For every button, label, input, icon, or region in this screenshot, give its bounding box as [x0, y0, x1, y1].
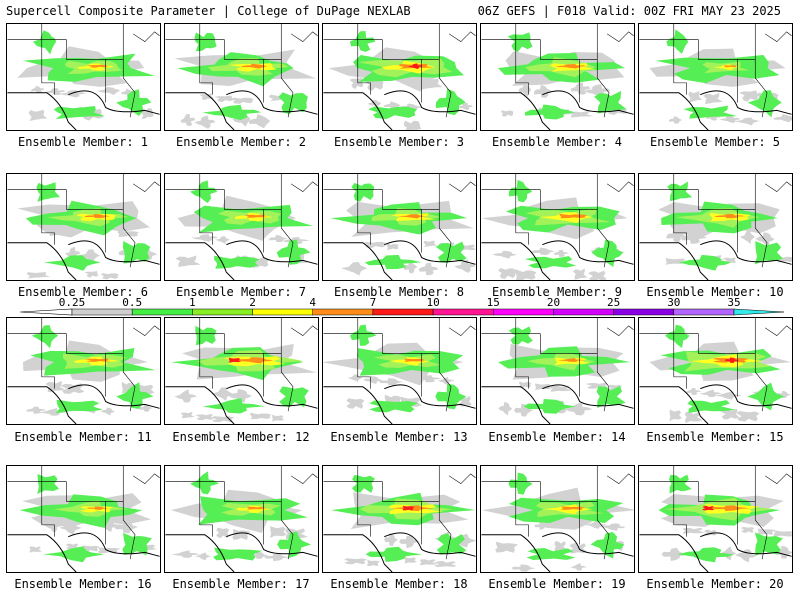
scp-field-map	[481, 466, 634, 572]
legend-swatch	[733, 308, 785, 316]
ensemble-member-map	[638, 465, 793, 573]
ensemble-member-map	[164, 23, 319, 131]
legend-tick-label: 4	[309, 296, 316, 309]
legend-swatch	[192, 308, 253, 316]
ensemble-member-label: Ensemble Member: 16	[14, 577, 152, 591]
color-legend: 0.25 0.5 1 2 4 7 10 15 20 25 30 35	[19, 296, 785, 316]
scp-field-map	[639, 466, 792, 572]
scp-field-map	[481, 174, 634, 280]
ensemble-member-map	[322, 317, 477, 425]
ensemble-member-map	[638, 317, 793, 425]
scp-field-map	[323, 174, 476, 280]
legend-tick-label: 10	[426, 296, 439, 309]
ensemble-member-label: Ensemble Member: 9	[491, 285, 623, 299]
ensemble-member-label: Ensemble Member: 10	[646, 285, 784, 299]
ensemble-member-label: Ensemble Member: 18	[330, 577, 468, 591]
ensemble-member-label: Ensemble Member: 8	[333, 285, 465, 299]
scp-field-map	[165, 466, 318, 572]
scp-field-map	[7, 24, 160, 130]
legend-tick-label: 2	[249, 296, 256, 309]
ensemble-member-label: Ensemble Member: 13	[330, 430, 468, 444]
ensemble-member-map	[480, 465, 635, 573]
ensemble-member-map	[6, 465, 161, 573]
ensemble-member-map	[480, 173, 635, 281]
legend-swatch	[673, 308, 735, 316]
scp-field-map	[165, 24, 318, 130]
legend-tick-label: 35	[727, 296, 740, 309]
legend-swatch	[613, 308, 675, 316]
ensemble-member-map	[6, 317, 161, 425]
ensemble-member-map	[322, 465, 477, 573]
ensemble-member-map	[6, 173, 161, 281]
ensemble-member-label: Ensemble Member: 4	[491, 135, 623, 149]
ensemble-member-label: Ensemble Member: 5	[649, 135, 781, 149]
ensemble-member-map	[638, 173, 793, 281]
ensemble-member-map	[480, 23, 635, 131]
legend-swatch	[252, 308, 313, 316]
legend-tick-label: 7	[370, 296, 377, 309]
legend-swatch	[131, 308, 193, 316]
legend-swatch	[493, 308, 554, 316]
scp-field-map	[323, 318, 476, 424]
scp-field-map	[165, 318, 318, 424]
ensemble-member-label: Ensemble Member: 1	[17, 135, 149, 149]
legend-tick-label: 25	[607, 296, 620, 309]
legend-swatch	[71, 308, 133, 316]
legend-tick-label: 30	[667, 296, 680, 309]
ensemble-member-label: Ensemble Member: 7	[175, 285, 307, 299]
scp-field-map	[165, 174, 318, 280]
ensemble-member-label: Ensemble Member: 12	[172, 430, 310, 444]
legend-swatch	[553, 308, 614, 316]
ensemble-member-map	[638, 23, 793, 131]
legend-swatch	[432, 308, 494, 316]
ensemble-member-label: Ensemble Member: 3	[333, 135, 465, 149]
ensemble-member-map	[164, 465, 319, 573]
scp-field-map	[7, 466, 160, 572]
scp-field-map	[323, 466, 476, 572]
scp-field-map	[639, 24, 792, 130]
header-title-left: Supercell Composite Parameter | College …	[6, 4, 411, 18]
ensemble-member-map	[322, 173, 477, 281]
ensemble-member-map	[480, 317, 635, 425]
ensemble-member-label: Ensemble Member: 20	[646, 577, 784, 591]
scp-field-map	[7, 174, 160, 280]
legend-tick-label: 1	[189, 296, 196, 309]
legend-swatch	[372, 308, 434, 316]
legend-tick-label: 20	[547, 296, 560, 309]
scp-field-map	[639, 318, 792, 424]
ensemble-member-label: Ensemble Member: 11	[14, 430, 152, 444]
legend-tick-label: 0.25	[59, 296, 86, 309]
scp-field-map	[481, 24, 634, 130]
ensemble-member-label: Ensemble Member: 2	[175, 135, 307, 149]
ensemble-member-map	[164, 173, 319, 281]
ensemble-member-label: Ensemble Member: 15	[646, 430, 784, 444]
legend-swatch	[312, 308, 374, 316]
scp-field-map	[481, 318, 634, 424]
legend-tick-label: 0.5	[122, 296, 142, 309]
scp-field-map	[7, 318, 160, 424]
legend-arrow-left	[19, 308, 73, 316]
legend-tick-label: 15	[487, 296, 500, 309]
ensemble-member-map	[164, 317, 319, 425]
ensemble-member-map	[6, 23, 161, 131]
ensemble-member-map	[322, 23, 477, 131]
ensemble-member-label: Ensemble Member: 19	[488, 577, 626, 591]
ensemble-member-label: Ensemble Member: 14	[488, 430, 626, 444]
header-title-right: 06Z GEFS | F018 Valid: 00Z FRI MAY 23 20…	[477, 4, 781, 18]
scp-field-map	[639, 174, 792, 280]
ensemble-member-label: Ensemble Member: 6	[17, 285, 149, 299]
scp-field-map	[323, 24, 476, 130]
ensemble-member-label: Ensemble Member: 17	[172, 577, 310, 591]
